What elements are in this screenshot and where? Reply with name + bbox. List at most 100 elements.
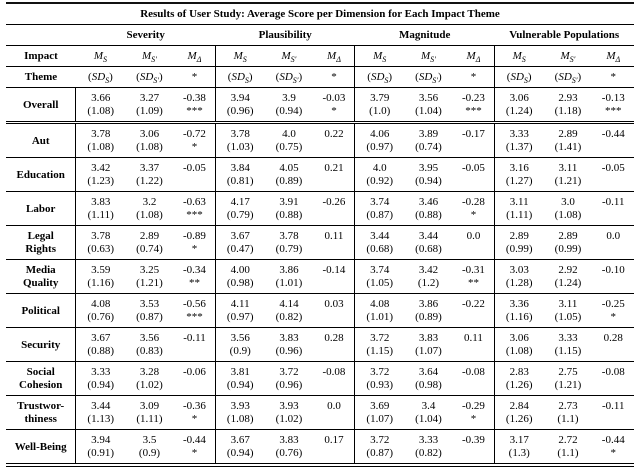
theme-label-line: Media (25, 264, 56, 276)
table-row-trustwor-thiness: Trustwor-thiness 3.44 (1.13) 3.09 (1.11) -0.3… (5, 395, 635, 430)
mean-s-cell: 3.03 (1.28) (493, 259, 544, 294)
mean-delta-cell: 0.22 (313, 122, 355, 158)
mean-s-cell: 3.44 (1.13) (75, 395, 125, 430)
mean-s-prime-cell: 3.06 (1.08) (124, 122, 174, 158)
cell-line: (1.21) (554, 379, 582, 391)
cell-line: * (191, 141, 198, 153)
mean-s-cell: 3.67 (0.88) (75, 327, 125, 362)
mean-s-prime-cell: 2.73 (1.1) (543, 395, 593, 430)
cell-line: 4.00 (230, 264, 250, 276)
cell-line: 0.11 (464, 332, 483, 344)
theme-label-line: Political (21, 304, 60, 317)
cell-line: * (610, 311, 617, 323)
mean-s-prime-cell: 3.83 (0.76) (264, 429, 314, 467)
cell-line: (0.88) (415, 209, 442, 221)
cell-line: (1.1) (557, 413, 579, 425)
math-label: MS (233, 50, 247, 64)
cell-line (313, 277, 354, 290)
theme-cell: Education (5, 157, 76, 192)
cell-line: 3.67 (230, 230, 250, 242)
cell-line: 3.0 (561, 196, 575, 208)
cell-line: 3.67 (230, 434, 250, 446)
cell-line: (1.11) (506, 209, 533, 221)
mean-s-cell: 3.72 (0.93) (354, 361, 404, 396)
cell-line: (0.9) (138, 447, 160, 459)
mean-s-cell: 3.67 (0.94) (214, 429, 265, 467)
cell-line: 3.06 (509, 92, 529, 104)
cell-line: -0.03 (322, 92, 346, 104)
mean-s-prime-cell: 3.56 (0.83) (124, 327, 174, 362)
cell-line: 2.89 (509, 230, 529, 242)
group-label-magnitude: Magnitude (354, 24, 495, 46)
theme-label-line: Security (21, 338, 61, 351)
mean-delta-cell: -0.23 *** (452, 87, 495, 124)
theme-label-line: Social (26, 366, 55, 378)
cell-line: (0.94) (275, 105, 303, 117)
cell-line: 3.33 (91, 366, 111, 378)
mean-s-cell: 3.06 (1.24) (493, 87, 544, 124)
cell-line: (0.98) (415, 379, 442, 391)
theme-label-line: Aut (31, 134, 50, 147)
cell-line: (0.92) (366, 175, 393, 187)
cell-line: 2.89 (558, 128, 578, 140)
mean-delta-cell: -0.29 * (452, 395, 495, 430)
cell-line (453, 379, 494, 392)
mean-s-prime-cell: 3.83 (0.96) (264, 327, 314, 362)
cell-line (453, 175, 494, 188)
cell-line: 3.66 (91, 92, 111, 104)
cell-line: (1.08) (87, 141, 114, 153)
cell-line: 3.37 (139, 162, 160, 174)
mean-delta-cell: -0.31 ** (452, 259, 495, 294)
cell-line: 3.72 (370, 366, 390, 378)
cell-line (453, 345, 494, 358)
theme-cell: Overall (5, 87, 76, 124)
mean-s-prime-cell: 2.75 (1.21) (543, 361, 593, 396)
math-label: MΔ (606, 50, 621, 64)
math-label: (SDS′) (554, 71, 582, 85)
mean-s-cell: 3.72 (1.15) (354, 327, 404, 362)
cell-line (592, 141, 634, 154)
cell-line: 3.86 (418, 298, 439, 310)
mean-s-cell: 3.06 (1.08) (493, 327, 544, 362)
corner-impact: Impact (5, 45, 76, 67)
math-label: (SDS) (88, 71, 113, 85)
mean-s-cell: 4.08 (0.76) (75, 293, 125, 328)
math-label: MΔ (327, 50, 341, 64)
cell-line: (1.18) (554, 105, 582, 117)
theme-label-line: Labor (26, 202, 56, 215)
table-row-socialcohesion: Social Cohesion 3.33 (0.94) 3.28 (1.02) -0.06 … (5, 361, 635, 396)
cell-line (592, 175, 634, 188)
cell-line: -0.28 (461, 196, 485, 208)
cell-line: (1.07) (366, 413, 393, 425)
mean-delta-cell: -0.34 ** (173, 259, 216, 294)
cell-line: (0.75) (275, 141, 303, 153)
mean-delta-cell: -0.36 * (173, 395, 216, 430)
cell-line: 3.83 (418, 332, 439, 344)
table-row-overall: Overall 3.66 (1.08) 3.27 (1.09) -0.38 *** 3.94(… (5, 87, 635, 124)
cell-line: -0.13 (601, 92, 625, 104)
cell-line: 3.44 (418, 230, 439, 242)
cell-line: *** (186, 209, 203, 221)
title-row: Results of User Study: Average Score per… (5, 3, 635, 25)
cell-line: 2.89 (139, 230, 160, 242)
sd-header: (SDS) (214, 66, 265, 88)
cell-line: 3.11 (558, 162, 578, 174)
significance-header: * (313, 66, 355, 88)
cell-line (592, 209, 634, 222)
math-label: MS′ (141, 50, 157, 64)
math-label: * (610, 71, 617, 83)
cell-line: 2.84 (509, 400, 529, 412)
cell-line: (0.96) (226, 105, 254, 117)
mean-delta-cell: 0.11 (452, 327, 495, 362)
math-label: MS (373, 50, 387, 64)
mean-s-prime-cell: 4.0 (0.75) (264, 122, 314, 158)
mean-s-cell: 3.44 (0.68) (354, 225, 404, 260)
mean-s-prime-cell: 3.33 (1.15) (543, 327, 593, 362)
cell-line: 3.44 (370, 230, 390, 242)
cell-line: (0.83) (136, 345, 163, 357)
cell-line: 3.83 (279, 434, 299, 446)
cell-line: (1.28) (505, 277, 533, 289)
cell-line: (0.87) (366, 209, 393, 221)
table-row-political: Political 4.08 (0.76) 3.53 (0.87) -0.56 *** 4.1… (5, 293, 635, 328)
mean-s-cell: 4.17 (0.79) (214, 191, 265, 226)
